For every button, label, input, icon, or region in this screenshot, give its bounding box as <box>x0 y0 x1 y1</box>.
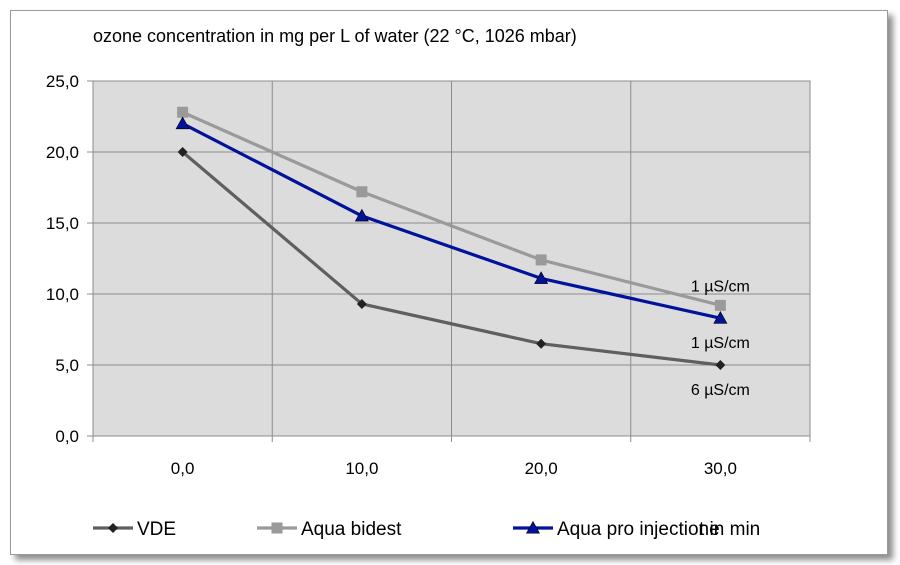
y-tick-label: 15,0 <box>46 214 79 233</box>
x-tick-label: 0,0 <box>171 459 195 478</box>
x-axis-tick-labels: 0,0 10,0 20,0 30,0 <box>171 459 737 478</box>
data-point <box>534 271 549 284</box>
series-line <box>181 122 721 320</box>
data-point <box>177 147 188 157</box>
x-tick-label: 30,0 <box>704 459 737 478</box>
series-aqua-pro-injectione <box>175 116 728 324</box>
legend-marker <box>271 522 283 534</box>
data-point <box>715 360 726 370</box>
legend-marker <box>108 523 118 533</box>
data-point <box>713 311 728 324</box>
legend-item: Aqua bidest <box>257 519 402 540</box>
legend-label: Aqua bidest <box>301 519 402 540</box>
legend-label: Aqua pro injectione <box>557 519 720 540</box>
legend-marker <box>525 520 541 534</box>
data-point <box>535 254 547 266</box>
y-tick-label: 5,0 <box>55 356 79 375</box>
y-tick-label: 25,0 <box>46 72 79 91</box>
data-point <box>714 299 726 311</box>
x-tick-label: 20,0 <box>525 459 558 478</box>
legend: VDE Aqua bidest Aqua pro injectione <box>93 519 720 540</box>
series-aqua-bidest <box>177 106 726 311</box>
y-tick-label: 10,0 <box>46 285 79 304</box>
legend-label: VDE <box>137 519 176 540</box>
series-vde <box>177 147 726 370</box>
legend-item: Aqua pro injectione <box>513 519 720 540</box>
y-axis-tick-labels: 0,0 5,0 10,0 15,0 20,0 25,0 <box>46 72 79 446</box>
data-point <box>175 116 190 130</box>
y-tick-label: 0,0 <box>55 427 79 446</box>
annotation-label: 6 µS/cm <box>691 382 750 399</box>
line-chart: ozone concentration in mg per L of water… <box>46 26 811 540</box>
y-tick-label: 20,0 <box>46 143 79 162</box>
data-point <box>177 106 189 118</box>
data-point <box>356 298 367 309</box>
chart-frame: ozone concentration in mg per L of water… <box>10 10 888 555</box>
annotations: 1 µS/cm 1 µS/cm 6 µS/cm <box>691 278 750 399</box>
annotation-label: 1 µS/cm <box>691 278 750 295</box>
data-point <box>354 208 369 222</box>
chart-title: ozone concentration in mg per L of water… <box>93 26 577 46</box>
x-tick-label: 10,0 <box>345 459 378 478</box>
legend-item: VDE <box>93 519 176 540</box>
annotation-label: 1 µS/cm <box>691 335 750 352</box>
series-layer <box>175 106 728 370</box>
x-axis-label: t in min <box>699 519 760 540</box>
data-point <box>536 338 547 349</box>
series-line <box>181 150 721 367</box>
data-point <box>356 186 368 198</box>
grid-lines <box>87 80 811 442</box>
series-line <box>181 110 721 307</box>
